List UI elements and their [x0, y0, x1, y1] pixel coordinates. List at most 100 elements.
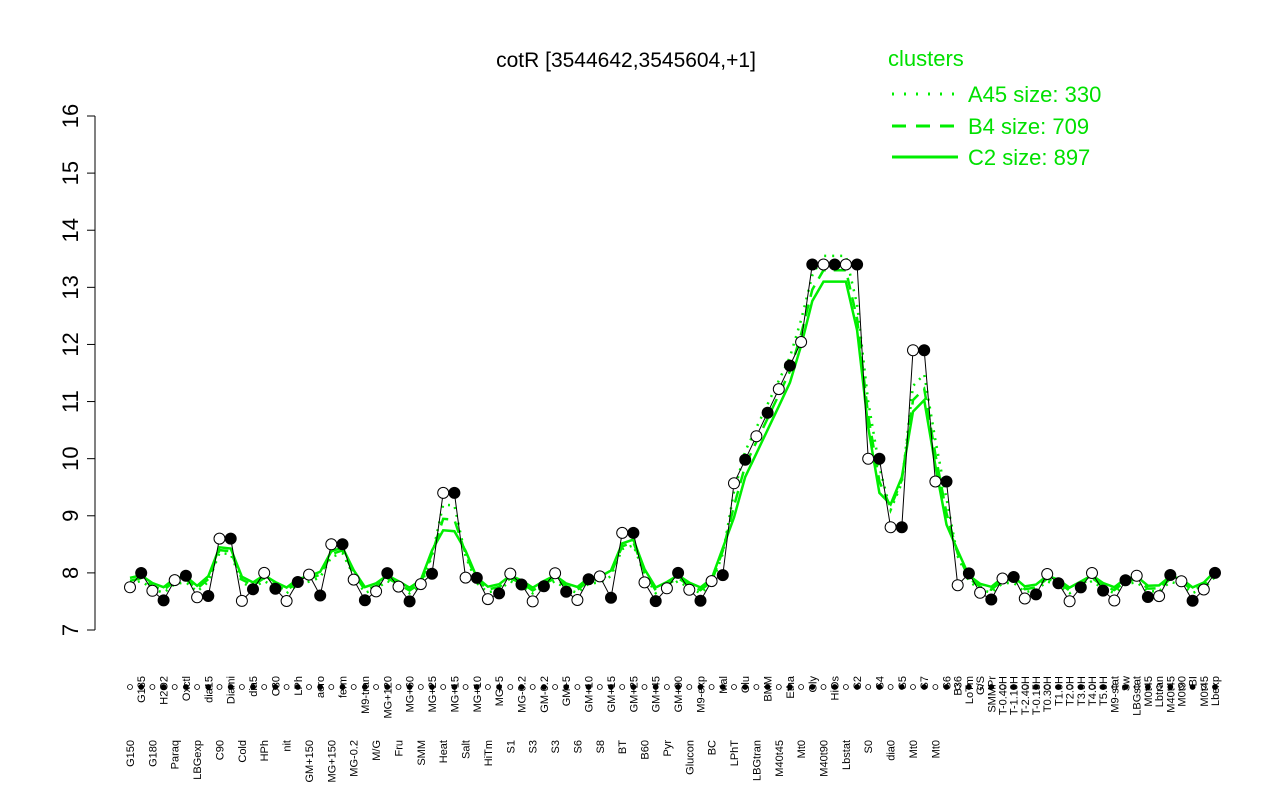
legend: clusters A45 size: 330 B4 size: 709 C2 s…	[888, 46, 1101, 170]
x-tick-marker	[1133, 684, 1140, 690]
data-point	[124, 581, 136, 594]
x-tick-marker	[619, 684, 626, 690]
x-tick-label: M9-tran	[360, 676, 372, 714]
y-tick-label: 11	[58, 390, 83, 413]
data-point	[739, 453, 752, 466]
x-tick-label: MG+25	[427, 676, 439, 712]
data-point	[235, 594, 248, 607]
x-tick-label: MG+120	[382, 676, 394, 719]
x-tick-marker	[798, 684, 804, 690]
data-point	[1197, 583, 1210, 596]
x-tick-label: MG-0.2	[349, 740, 361, 777]
x-tick-marker	[664, 684, 670, 690]
x-tick-label: T-1.10H	[1009, 676, 1021, 715]
x-tick-marker	[1145, 684, 1151, 690]
x-tick-marker	[719, 684, 726, 690]
x-tick-marker	[1122, 684, 1129, 690]
data-point	[649, 595, 662, 608]
x-tick-marker	[563, 684, 570, 690]
x-tick-label: Salt	[461, 740, 473, 759]
x-tick-label: MG-0.2	[517, 676, 529, 713]
x-tick-label: GM-0.2	[539, 676, 551, 713]
data-point	[593, 570, 606, 583]
x-tick-label: nit	[282, 740, 294, 752]
data-point	[470, 571, 483, 584]
x-tick-marker	[417, 684, 424, 690]
x-tick-marker	[1100, 684, 1106, 690]
data-point	[1007, 571, 1020, 583]
x-tick-label: BC	[707, 740, 719, 755]
x-tick-marker	[787, 684, 793, 690]
data-point	[1175, 575, 1188, 588]
x-tick-label: dia5	[248, 676, 260, 697]
data-point	[974, 586, 987, 599]
x-tick-marker	[350, 684, 357, 690]
data-point	[336, 538, 349, 551]
data-point	[258, 566, 271, 579]
x-tick-label: Glucon	[684, 740, 696, 775]
legend-label-b4: B4 size: 709	[968, 114, 1089, 139]
data-point	[1030, 588, 1042, 601]
x-tick-label: Lbexp	[1210, 676, 1222, 706]
data-point	[1052, 577, 1065, 590]
x-tick-label: M40t45	[1165, 676, 1177, 713]
data-point	[806, 258, 819, 271]
x-tick-marker	[1010, 684, 1017, 690]
data-point	[828, 258, 841, 271]
data-point	[783, 359, 796, 372]
data-point	[146, 584, 159, 597]
x-tick-marker	[194, 684, 201, 690]
data-point	[1086, 567, 1098, 579]
x-tick-marker	[697, 684, 704, 690]
x-tick-marker	[462, 684, 469, 690]
x-tick-label: HPh	[259, 740, 271, 761]
x-tick-marker	[809, 684, 816, 690]
x-tick-marker	[910, 684, 916, 690]
x-tick-label: C30	[270, 676, 282, 696]
data-point	[761, 406, 774, 419]
chart-title: cotR [3544642,3545604,+1]	[496, 49, 756, 72]
x-tick-marker	[518, 684, 525, 690]
data-point	[358, 594, 371, 607]
x-tick-marker	[608, 684, 614, 690]
x-tick-marker	[1111, 684, 1118, 690]
x-tick-label: M9-stat	[1109, 676, 1121, 713]
y-tick-label: 15	[58, 161, 83, 185]
data-point	[403, 595, 416, 608]
x-tick-marker	[339, 684, 346, 690]
y-tick-label: 9	[58, 510, 83, 522]
x-tick-label: S3	[528, 740, 540, 753]
x-tick-label: GM+5	[561, 676, 573, 706]
data-point	[728, 477, 740, 490]
x-tick-marker	[1089, 684, 1095, 690]
x-tick-label: T-2.40H	[1020, 676, 1032, 715]
x-tick-marker	[1189, 684, 1196, 690]
x-tick-label: Pyr	[662, 740, 674, 757]
x-tick-marker	[932, 684, 939, 690]
data-point	[504, 567, 517, 580]
data-point	[560, 585, 573, 598]
x-tick-marker	[641, 684, 648, 690]
data-point	[884, 521, 897, 534]
x-tick-marker	[317, 684, 324, 690]
data-point	[996, 572, 1009, 585]
x-tick-label: MG+15	[449, 676, 461, 712]
x-tick-marker	[552, 684, 558, 690]
data-point	[716, 569, 729, 582]
x-tick-label: Sw	[1121, 676, 1133, 691]
data-point	[1108, 594, 1121, 607]
data-point	[627, 526, 640, 539]
x-tick-marker	[406, 684, 413, 690]
data-point	[907, 344, 919, 357]
x-tick-marker	[361, 684, 368, 690]
data-point	[247, 583, 259, 596]
x-tick-marker	[675, 684, 681, 690]
x-tick-marker	[227, 684, 234, 690]
data-point	[918, 344, 931, 357]
x-tick-marker	[843, 684, 849, 690]
data-point	[951, 579, 964, 592]
x-tick-marker	[216, 684, 223, 690]
y-tick-label: 7	[58, 624, 83, 636]
x-tick-marker	[753, 684, 760, 690]
x-tick-label: MG+60	[405, 676, 417, 712]
